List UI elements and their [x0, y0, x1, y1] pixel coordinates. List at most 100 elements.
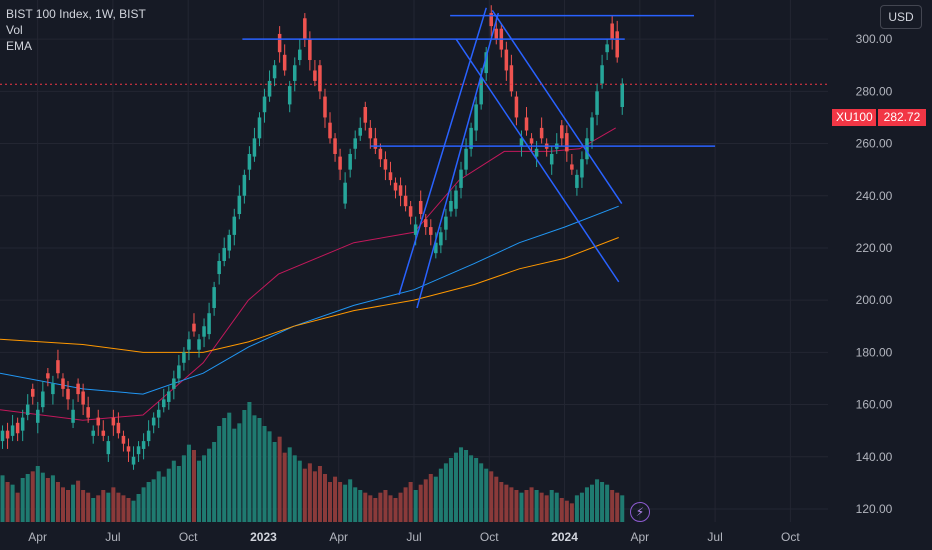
candle-body — [86, 407, 90, 418]
candle-body — [479, 78, 483, 105]
volume-bar — [479, 463, 484, 522]
candle-body — [121, 435, 126, 444]
candle-body — [565, 133, 569, 152]
volume-bar — [287, 447, 292, 522]
candle-body — [227, 234, 232, 251]
x-tick-label: Oct — [179, 530, 198, 544]
last-price-badge: 282.72 — [878, 109, 926, 126]
volume-bar — [539, 492, 544, 522]
volume-bar — [443, 463, 448, 522]
volume-bar — [55, 482, 60, 522]
volume-bar — [499, 482, 504, 522]
candle-body — [504, 49, 509, 71]
y-tick-label: 300.00 — [856, 32, 893, 46]
candle-body — [136, 446, 141, 455]
candle-body — [534, 148, 539, 157]
volume-bar — [217, 426, 222, 522]
candle-body — [141, 441, 146, 449]
volume-bar — [373, 498, 378, 522]
candle-body — [298, 49, 302, 61]
volume-bar — [76, 480, 81, 522]
x-tick-label: Oct — [781, 530, 800, 544]
candle-body — [106, 441, 111, 455]
legend-vol[interactable]: Vol — [6, 23, 23, 37]
volume-bar — [307, 463, 312, 522]
volume-bar — [589, 484, 595, 522]
x-tick-label: Jul — [105, 530, 120, 544]
volume-bar — [202, 455, 207, 522]
candle-body — [10, 425, 15, 436]
volume-bar — [222, 418, 227, 522]
price-axis[interactable]: 120.00 140.00 160.00 180.00 200.00 220.00 240.… — [856, 32, 893, 516]
trendline — [416, 12, 500, 309]
candle-body — [363, 107, 368, 123]
volume-bar — [116, 492, 121, 522]
candle-body — [131, 456, 136, 465]
volume-bar — [554, 492, 559, 522]
volume-bar — [257, 418, 262, 522]
candle-body — [247, 153, 252, 170]
candle-body — [418, 200, 423, 215]
volume-bar — [141, 487, 146, 522]
lightning-icon[interactable]: ⚡ — [630, 502, 650, 522]
legend-title[interactable]: BIST 100 Index, 1W, BIST — [6, 7, 146, 21]
candle-body — [454, 190, 458, 209]
trendlines[interactable] — [242, 7, 716, 309]
currency-button[interactable]: USD — [880, 5, 922, 29]
volume-bar — [297, 460, 302, 522]
candle-body — [202, 326, 206, 337]
volume-bar — [30, 471, 35, 522]
candle-body — [524, 117, 529, 131]
candle-body — [353, 138, 357, 149]
candle-body — [161, 399, 166, 408]
candle-body — [489, 13, 494, 27]
volume-bar — [10, 484, 15, 522]
volume-bar — [469, 455, 474, 522]
x-tick-label: Apr — [630, 530, 649, 544]
candle-body — [15, 422, 20, 434]
candlesticks[interactable] — [0, 5, 625, 470]
volume-bar — [96, 495, 101, 522]
candle-body — [575, 174, 579, 188]
candle-body — [101, 430, 106, 436]
volume-bar — [15, 492, 20, 522]
volume-bar — [302, 468, 307, 522]
candle-body — [474, 104, 478, 131]
candle-body — [373, 138, 378, 149]
volume-bar — [50, 475, 55, 522]
time-axis[interactable]: Apr Jul Oct 2023 Apr Jul Oct 2024 Apr Jul Oct — [28, 530, 800, 544]
volume-bar — [474, 458, 479, 522]
volume-bars — [0, 402, 625, 522]
candle-body — [20, 417, 25, 431]
candle-body — [177, 365, 181, 379]
volume-bar — [328, 482, 333, 522]
volume-bar — [448, 458, 453, 522]
volume-bar — [111, 487, 116, 522]
candle-body — [423, 219, 428, 228]
candle-body — [408, 206, 413, 217]
candle-body — [96, 417, 101, 426]
x-tick-label: Apr — [329, 530, 348, 544]
candle-body — [282, 54, 287, 71]
candle-body — [509, 65, 514, 92]
volume-bar — [171, 460, 176, 522]
legend-ema[interactable]: EMA — [6, 39, 33, 53]
candle-body — [449, 200, 453, 212]
y-tick-label: 180.00 — [856, 345, 893, 359]
volume-bar — [197, 460, 202, 522]
candle-body — [172, 378, 176, 389]
volume-bar — [610, 490, 615, 522]
x-tick-label: Jul — [406, 530, 421, 544]
candle-body — [197, 339, 201, 350]
candle-body — [383, 159, 388, 170]
volume-bar — [181, 455, 186, 522]
candle-body — [0, 430, 5, 442]
y-tick-label: 220.00 — [856, 241, 893, 255]
volume-bar — [433, 476, 438, 522]
y-tick-label: 160.00 — [856, 398, 893, 412]
grid-lines — [0, 0, 828, 522]
candle-body — [207, 313, 211, 335]
volume-bar — [464, 450, 469, 522]
candle-body — [308, 39, 312, 61]
